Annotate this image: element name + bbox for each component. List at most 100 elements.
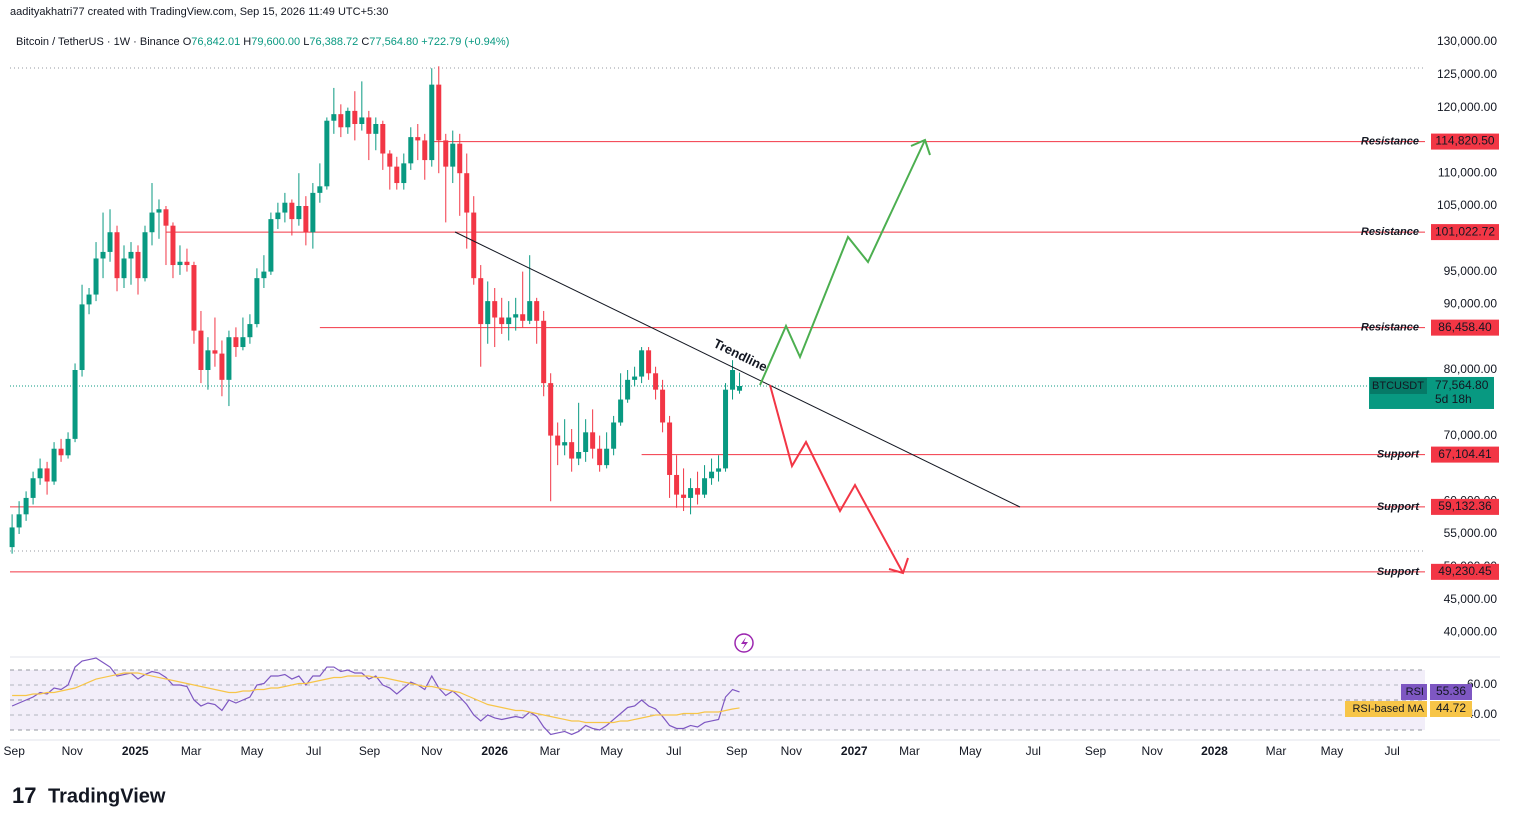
candle-body — [149, 212, 155, 233]
candle-body — [625, 379, 631, 400]
candle-body — [464, 173, 470, 213]
x-tick-label: Jul — [666, 744, 681, 758]
candle-body — [632, 376, 638, 380]
level-price-box — [1431, 446, 1499, 463]
y-tick-label: 110,000.00 — [1438, 165, 1497, 179]
x-tick-label: Nov — [1142, 744, 1163, 758]
level-label: Resistance — [1361, 226, 1419, 238]
candle-body — [366, 117, 372, 134]
ohlc-key: H — [243, 36, 251, 48]
candle-body — [142, 232, 148, 279]
trendline — [454, 231, 1021, 508]
trendline-label: Trendline — [711, 336, 770, 375]
candle-body — [331, 114, 337, 121]
candle-body — [310, 192, 316, 233]
candle-body — [16, 514, 22, 528]
ohlc-value: 76,388.72 — [309, 36, 358, 48]
level-price: 101,022.72 — [1435, 224, 1495, 238]
x-tick-label: 2026 — [481, 744, 508, 758]
level-price: 67,104.41 — [1438, 447, 1492, 461]
candle-body — [65, 438, 71, 456]
candle-body — [359, 117, 365, 124]
series-name-box — [1345, 701, 1427, 717]
rsi-tick-label: 60.00 — [1467, 677, 1497, 691]
candle-body — [716, 468, 722, 472]
series-value-box — [1430, 684, 1472, 700]
brand-mark: 17 — [12, 783, 36, 808]
level-label: Support — [1377, 449, 1420, 461]
candle-body — [415, 137, 421, 141]
level-label: Support — [1377, 501, 1420, 513]
candle-body — [135, 251, 141, 279]
candle-body — [163, 209, 169, 226]
candle-body — [394, 166, 400, 184]
level-label: Resistance — [1361, 135, 1419, 147]
candle-body — [436, 84, 442, 141]
y-tick-label: 80,000.00 — [1444, 362, 1498, 376]
level-price-box — [1431, 224, 1499, 241]
legend-entry: RSI-based MA — [1352, 703, 1424, 715]
candle-body — [597, 448, 603, 466]
x-tick-label: May — [600, 744, 623, 758]
candle-body — [296, 205, 302, 220]
candle-body — [254, 278, 260, 325]
candle-body — [86, 294, 92, 305]
last-price: 77,564.80 — [1435, 378, 1489, 392]
candle-body — [345, 110, 351, 128]
y-tick-label: 70,000.00 — [1444, 428, 1498, 442]
candle-body — [198, 330, 204, 370]
candle-body — [450, 143, 456, 167]
candle-body — [37, 468, 43, 479]
candle-body — [317, 186, 323, 193]
candle-body — [184, 261, 190, 266]
x-tick-label: Jul — [1026, 744, 1041, 758]
candle-body — [541, 320, 547, 384]
candle-body — [156, 209, 162, 213]
event-icon[interactable] — [734, 633, 754, 653]
candle-body — [527, 301, 533, 321]
brand: TradingView — [48, 785, 166, 807]
candle-body — [226, 337, 232, 380]
candle-body — [639, 350, 645, 377]
candle-body — [58, 448, 64, 456]
y-tick-label: 55,000.00 — [1444, 526, 1498, 540]
x-tick-label: Sep — [726, 744, 748, 758]
y-tick-label: 130,000.00 — [1437, 34, 1497, 48]
legend-entry: RSI — [1406, 686, 1424, 698]
candle-body — [44, 468, 50, 482]
y-tick-label: 120,000.00 — [1437, 100, 1497, 114]
candle-body — [177, 261, 183, 266]
candle-body — [93, 258, 99, 295]
candle-body — [660, 389, 666, 423]
x-tick-label: May — [1321, 744, 1344, 758]
bear-arrowhead — [888, 557, 909, 575]
countdown: 5d 18h — [1435, 392, 1472, 406]
x-tick-label: Jul — [1384, 744, 1399, 758]
x-tick-label: Mar — [1266, 744, 1287, 758]
x-tick-label: Mar — [540, 744, 561, 758]
level-price-box — [1431, 133, 1499, 150]
y-tick-label: 40,000.00 — [1444, 625, 1498, 639]
level-label: Resistance — [1361, 322, 1419, 334]
bull-arrowhead — [910, 138, 931, 156]
candle-body — [205, 350, 211, 370]
candle-body — [646, 350, 652, 374]
candle-body — [212, 350, 218, 354]
bear-projection — [769, 384, 904, 574]
y-tick-label: 45,000.00 — [1444, 592, 1498, 606]
candle-body — [506, 317, 512, 325]
candle-body — [709, 471, 715, 479]
candle-body — [191, 265, 197, 331]
level-label: Support — [1377, 566, 1420, 578]
candle-body — [520, 314, 526, 321]
candle-body — [401, 163, 407, 184]
series-value-box — [1430, 701, 1472, 717]
candle-body — [240, 337, 246, 348]
level-price: 114,820.50 — [1435, 134, 1494, 148]
candle-body — [695, 488, 701, 495]
ohlc-value: 77,564.80 — [369, 36, 418, 48]
symbol-title: Bitcoin / TetherUS · 1W · Binance — [16, 36, 183, 48]
candle-body — [674, 474, 680, 495]
y-tick-label: 95,000.00 — [1444, 264, 1498, 278]
